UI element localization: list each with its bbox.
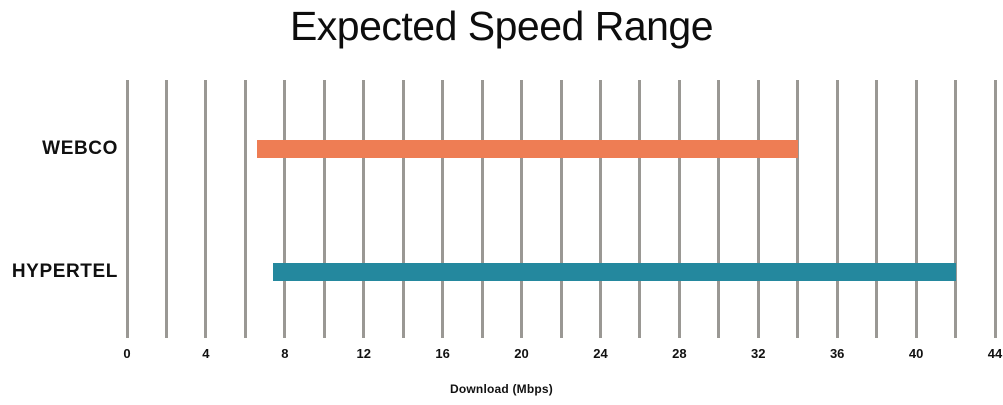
x-tick-label: 20 [514, 346, 529, 361]
gridline [243, 80, 247, 338]
gridline [362, 80, 366, 338]
gridline [520, 80, 524, 338]
x-tick-label: 24 [593, 346, 608, 361]
category-label-hypertel: HYPERTEL [11, 261, 118, 282]
x-tick-label: 4 [202, 346, 210, 361]
gridline [598, 80, 602, 338]
x-tick-label: 44 [987, 346, 1003, 361]
category-label-webco: WEBCO [42, 138, 118, 159]
range-bar-webco[interactable] [257, 140, 798, 158]
x-tick-label: 28 [672, 346, 687, 361]
gridline [638, 80, 642, 338]
x-tick-label: 40 [908, 346, 924, 361]
gridline [914, 80, 918, 338]
chart-title: Expected Speed Range [289, 3, 714, 49]
gridline [204, 80, 208, 338]
x-tick-label: 8 [281, 346, 289, 361]
gridline [954, 80, 958, 338]
gridline [480, 80, 484, 338]
gridline [796, 80, 800, 338]
gridline [993, 80, 997, 338]
gridline [441, 80, 445, 338]
x-tick-label: 0 [123, 346, 131, 361]
gridline [756, 80, 760, 338]
gridline [164, 80, 168, 338]
gridline [717, 80, 721, 338]
gridline [125, 80, 129, 338]
x-tick-label: 16 [435, 346, 450, 361]
gridline [677, 80, 681, 338]
range-bar-hypertel[interactable] [272, 263, 956, 281]
gridline [283, 80, 287, 338]
x-tick-label: 32 [751, 346, 766, 361]
x-tick-label: 36 [829, 346, 845, 361]
gridline [875, 80, 879, 338]
plot-area [125, 80, 997, 338]
gridline [401, 80, 405, 338]
gridline [835, 80, 839, 338]
x-tick-label: 12 [356, 346, 371, 361]
gridline [559, 80, 563, 338]
gridline [322, 80, 326, 338]
x-axis-title: Download (Mbps) [450, 382, 553, 396]
